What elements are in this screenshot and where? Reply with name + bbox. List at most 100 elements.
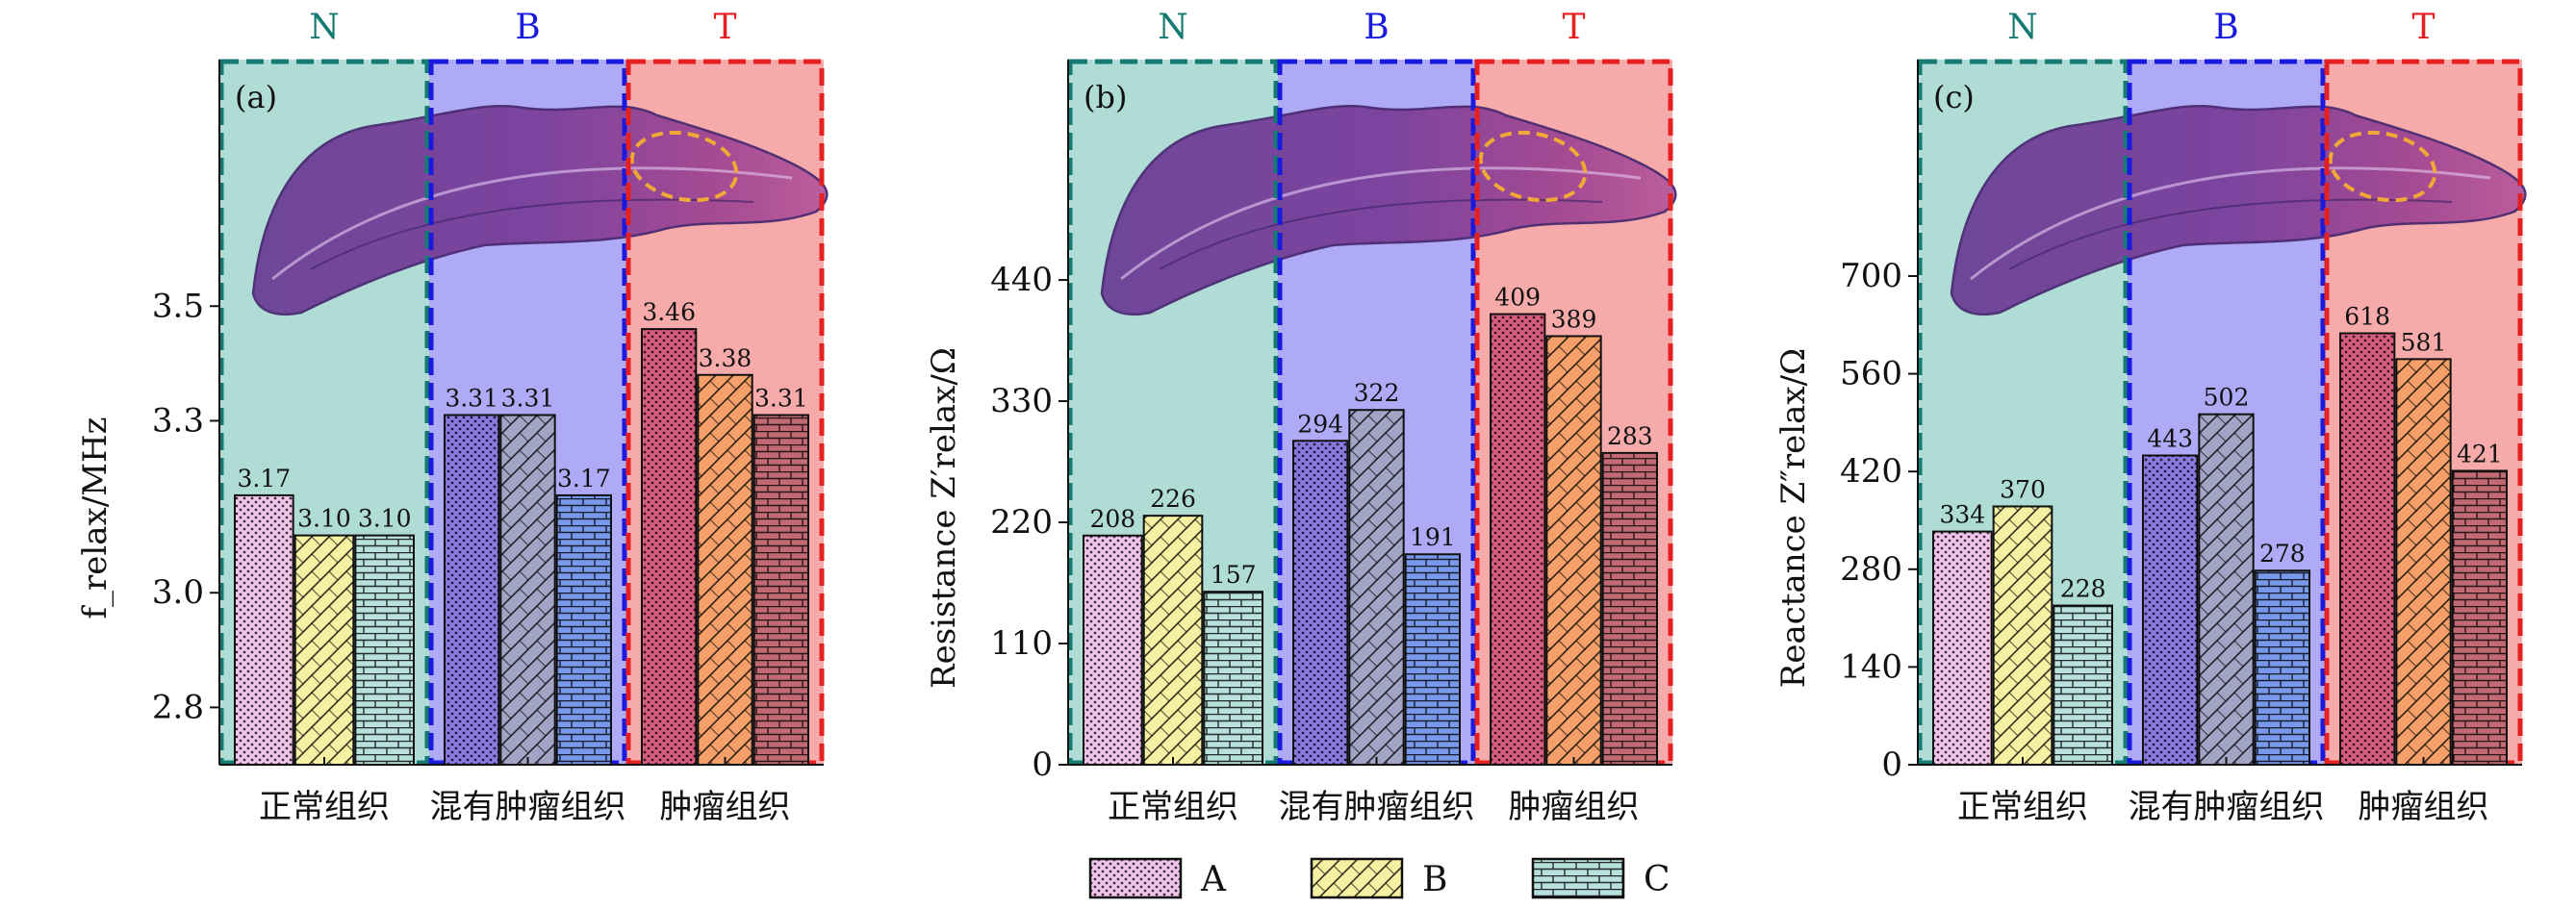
x-tick-label: 肿瘤组织	[1509, 788, 1640, 826]
value-label: 157	[1211, 561, 1257, 589]
x-tick-label: 混有肿瘤组织	[430, 788, 626, 826]
value-label: 409	[1494, 284, 1541, 312]
bar-pattern-A-T	[642, 329, 697, 765]
value-label: 191	[1410, 523, 1456, 551]
bar-pattern-C-T	[753, 415, 808, 765]
tissue-texture	[2008, 198, 2453, 270]
panel-label: (c)	[1933, 79, 1975, 115]
value-label: 618	[2344, 302, 2390, 330]
bar-pattern-A-B	[2143, 455, 2198, 765]
bar-pattern-B-B	[1349, 410, 1404, 765]
value-label: 226	[1150, 485, 1196, 513]
tissue-texture	[310, 198, 754, 270]
value-label: 278	[2259, 540, 2306, 568]
y-tick-label: 0	[1881, 745, 1902, 784]
value-label: 3.17	[557, 465, 611, 492]
zone-label-T: T	[2411, 8, 2435, 47]
legend-item-C: C	[1531, 857, 1671, 899]
bar-pattern-A-T	[2340, 333, 2395, 765]
zone-label-N: N	[309, 8, 340, 47]
y-tick-label: 330	[990, 382, 1053, 420]
bar-pattern-C-B	[2255, 570, 2309, 765]
y-tick-label: 560	[1840, 355, 1902, 393]
bar-pattern-C-B	[556, 494, 611, 765]
zone-label-B: B	[1364, 8, 1389, 47]
value-label: 3.31	[501, 384, 555, 412]
value-label: 334	[1939, 501, 1985, 529]
y-tick-label: 110	[990, 624, 1053, 663]
panel-label: (a)	[235, 79, 277, 115]
value-label: 3.10	[297, 505, 351, 533]
y-axis-label: Reactance Z″relax/Ω	[1774, 348, 1813, 689]
bar-pattern-A-N	[1084, 535, 1142, 765]
value-label: 3.17	[237, 465, 291, 492]
bar-pattern-B-T	[2396, 359, 2451, 765]
bar-pattern-A-B	[445, 415, 499, 765]
tissue-texture	[1970, 166, 2491, 281]
bar-pattern-C-T	[2452, 470, 2507, 765]
value-label: 228	[2060, 575, 2106, 603]
legend-label-A: A	[1200, 860, 1227, 899]
tissue-texture	[271, 166, 793, 281]
y-tick-label: 0	[1032, 745, 1053, 784]
value-label: 3.46	[642, 298, 696, 326]
x-tick-label: 肿瘤组织	[660, 788, 791, 826]
zone-label-B: B	[515, 8, 540, 47]
y-tick-label: 440	[990, 261, 1053, 299]
value-label: 389	[1551, 305, 1597, 333]
bar-pattern-C-N	[2053, 605, 2112, 765]
value-label: 208	[1089, 505, 1135, 533]
value-label: 421	[2457, 440, 2503, 467]
legend-swatch-pattern	[1312, 859, 1402, 897]
zone-label-N: N	[2007, 8, 2038, 47]
tumor-region-outline	[2328, 130, 2437, 203]
tissue-texture	[1120, 166, 1642, 281]
panel-label: (b)	[1084, 79, 1127, 115]
zone-label-T: T	[1562, 8, 1585, 47]
legend-label-B: B	[1422, 860, 1447, 899]
value-label: 3.38	[699, 344, 752, 372]
value-label: 3.31	[754, 384, 808, 412]
bar-pattern-C-N	[1204, 592, 1262, 765]
zone-label-T: T	[713, 8, 736, 47]
y-axis-label: f_relax/MHz	[76, 417, 115, 619]
bar-pattern-C-N	[355, 535, 414, 765]
bar-pattern-B-N	[294, 535, 354, 765]
chart-panel-2: N B T (b) 208 226 157 294 322 191 409 389 283 0 110 220…	[925, 8, 1677, 826]
y-tick-label: 420	[1840, 452, 1902, 491]
value-label: 370	[2000, 475, 2046, 503]
value-label: 443	[2147, 424, 2193, 452]
bar-pattern-A-N	[1933, 531, 1992, 765]
bar-pattern-B-B	[500, 415, 555, 765]
value-label: 294	[1297, 410, 1343, 438]
legend: A B C	[1088, 857, 1671, 899]
x-tick-label: 正常组织	[1957, 788, 2088, 826]
bar-pattern-B-T	[698, 374, 752, 765]
bar-pattern-A-T	[1491, 314, 1545, 765]
y-tick-label: 280	[1840, 550, 1902, 589]
value-label: 3.10	[358, 505, 412, 533]
y-tick-label: 140	[1840, 647, 1902, 686]
bar-pattern-C-B	[1405, 554, 1460, 765]
tumor-region-outline	[629, 130, 739, 203]
y-tick-label: 3.3	[152, 401, 204, 440]
chart-panel-3: N B T (c) 334 370 228 443 502 278 618 581 421 0 140 280…	[1774, 8, 2527, 826]
y-axis-label: Resistance Z′relax/Ω	[925, 347, 963, 689]
bar-pattern-B-N	[1993, 506, 2053, 765]
x-tick-label: 肿瘤组织	[2359, 788, 2489, 826]
y-tick-label: 700	[1840, 257, 1902, 295]
x-tick-label: 正常组织	[259, 788, 390, 826]
legend-item-B: B	[1310, 857, 1447, 899]
bar-pattern-A-B	[1293, 441, 1348, 765]
zone-label-N: N	[1158, 8, 1188, 47]
chart-panel-1: N B T(a)3.173.10 3.103.31 3.313.173.463.383.…	[76, 8, 829, 826]
bar-pattern-B-B	[2199, 414, 2254, 765]
y-tick-label: 220	[990, 503, 1053, 542]
zone-label-B: B	[2213, 8, 2238, 47]
value-label: 322	[1354, 379, 1400, 407]
x-tick-label: 正常组织	[1108, 788, 1238, 826]
y-tick-label: 3.0	[152, 573, 204, 612]
value-label: 581	[2401, 328, 2447, 356]
legend-label-C: C	[1644, 860, 1671, 899]
